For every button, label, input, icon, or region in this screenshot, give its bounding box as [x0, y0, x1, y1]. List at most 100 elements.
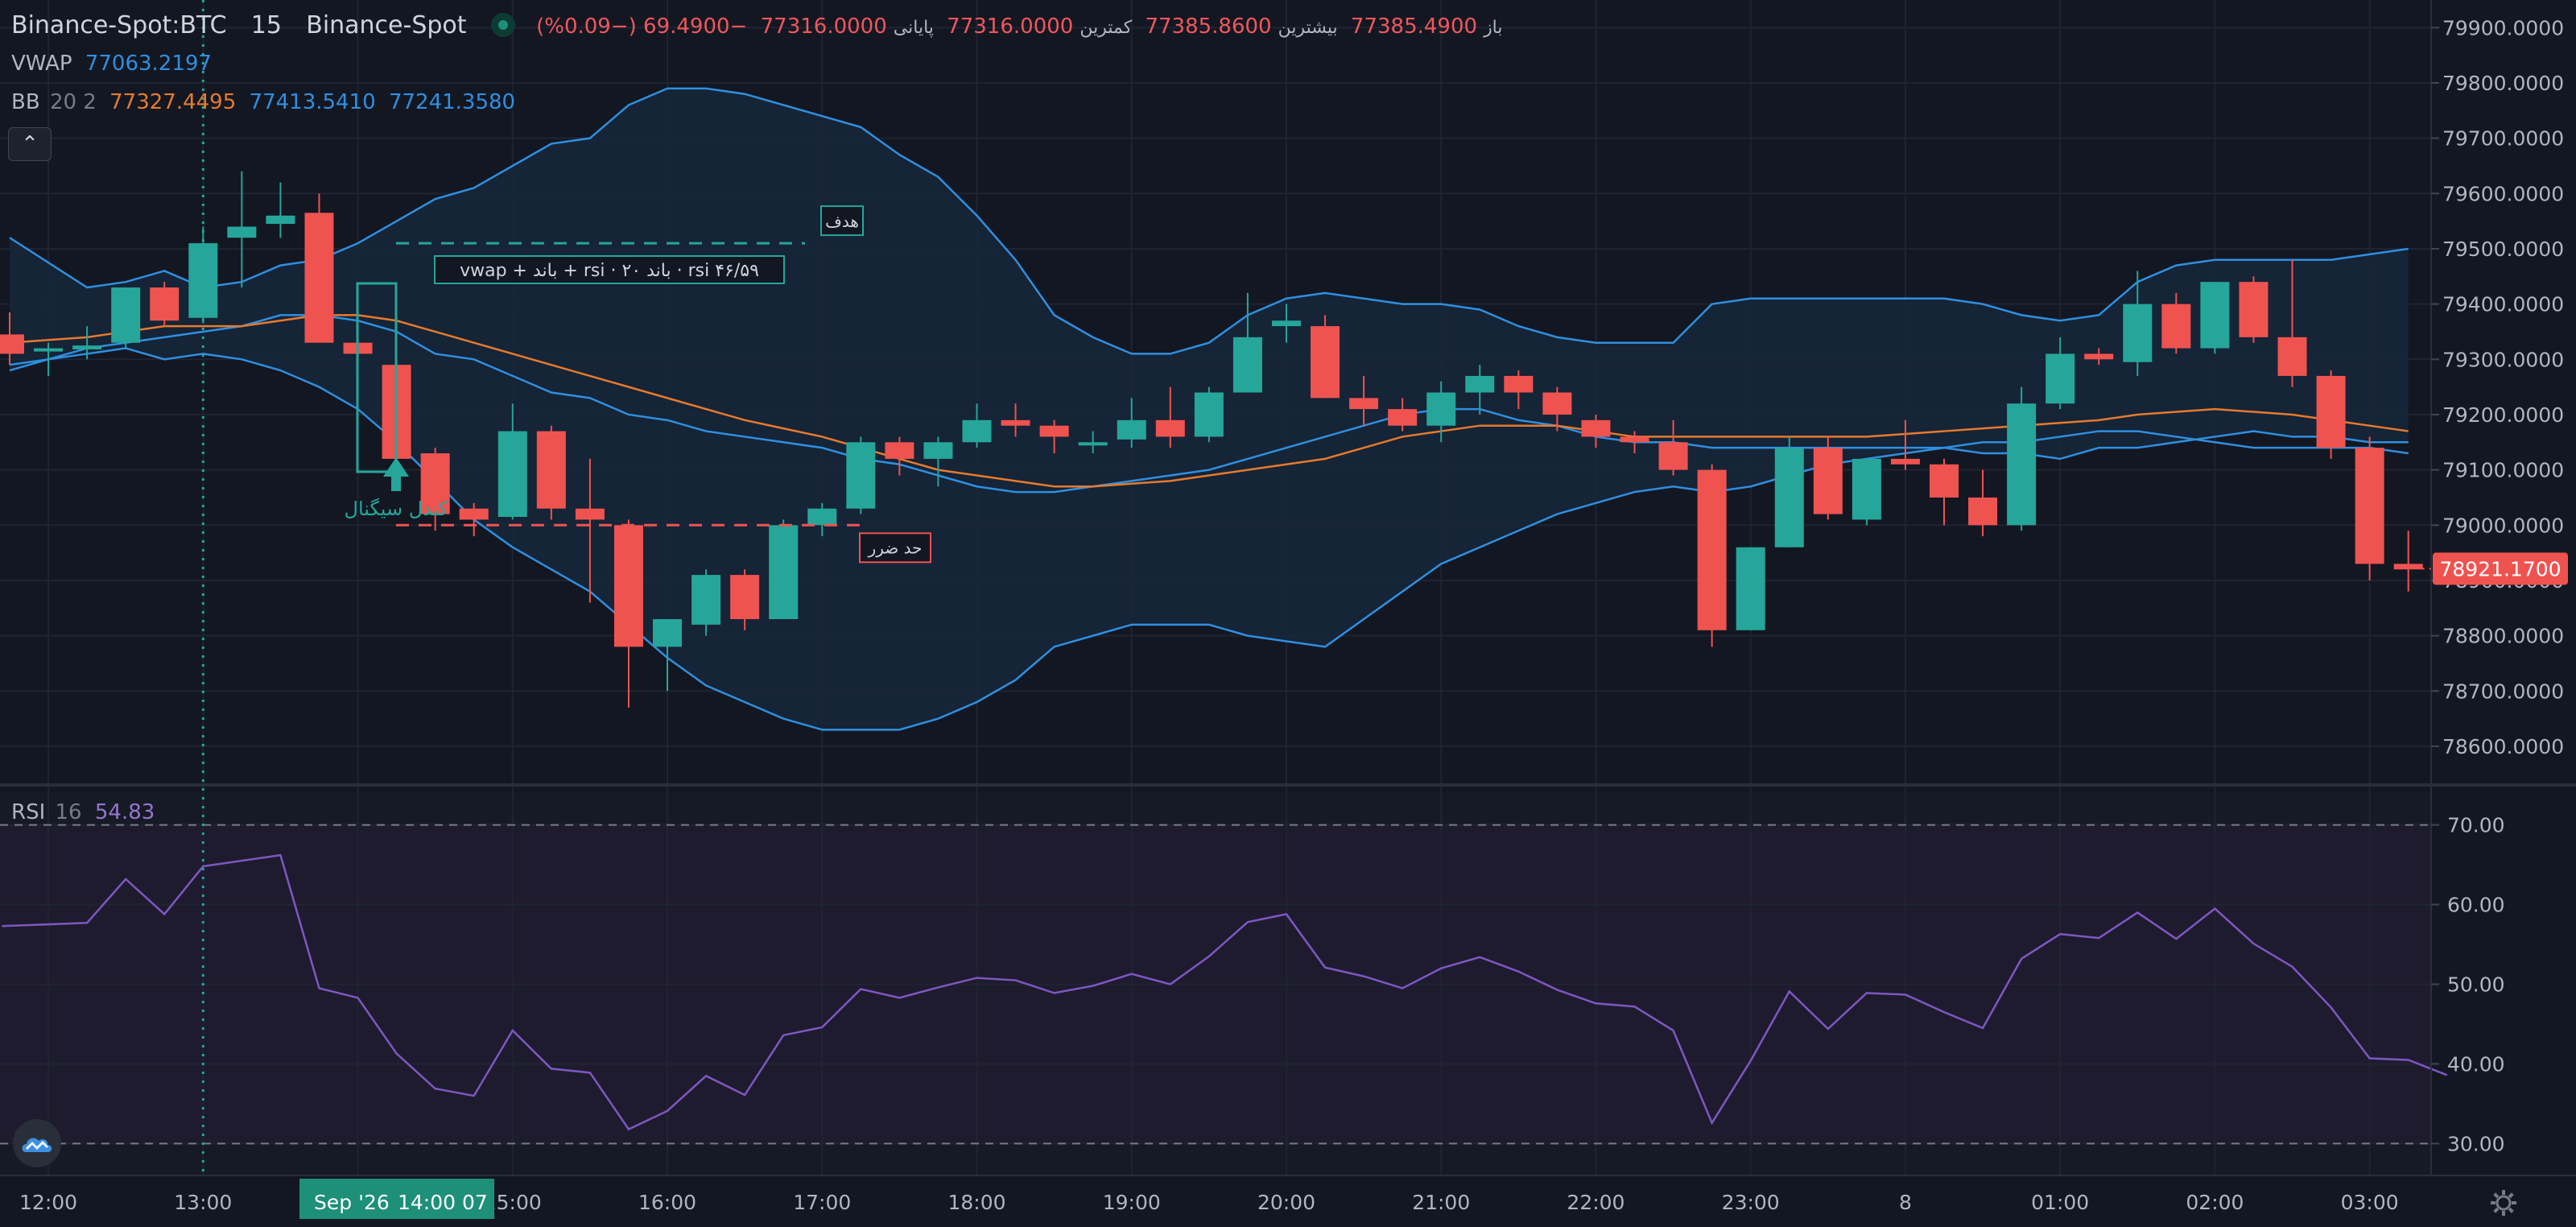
candle-body[interactable]: [1504, 375, 1534, 393]
candle-body[interactable]: [304, 213, 334, 343]
candle-body[interactable]: [923, 442, 953, 459]
time-tick-label: 21:00: [1412, 1191, 1470, 1214]
candle-body[interactable]: [536, 431, 566, 509]
candle-body[interactable]: [227, 226, 257, 238]
collapse-legend-button[interactable]: ⌃: [8, 127, 52, 161]
crosshair-date-label: Sep '26: [314, 1191, 390, 1214]
candle-body[interactable]: [1736, 547, 1765, 630]
candle-body[interactable]: [730, 575, 760, 620]
candle-body[interactable]: [1039, 425, 1069, 437]
interval-label[interactable]: 15: [250, 11, 282, 39]
candle-body[interactable]: [150, 287, 180, 321]
time-tick-label: 03:00: [2341, 1191, 2399, 1214]
price-tick-label: 79600.0000: [2442, 182, 2564, 205]
candle-body[interactable]: [962, 419, 992, 443]
stop-label: حد ضرر: [868, 538, 923, 557]
candle-body[interactable]: [1774, 448, 1804, 547]
rsi-legend[interactable]: RSI 16 54.83: [11, 800, 161, 824]
candle-body[interactable]: [1078, 442, 1108, 446]
candle-body[interactable]: [420, 453, 450, 514]
time-tick-label: 18:00: [947, 1191, 1005, 1214]
candle-body[interactable]: [807, 508, 837, 526]
last-price-badge[interactable]: [2433, 552, 2568, 585]
candle-body[interactable]: [72, 345, 102, 349]
candle-body[interactable]: [2046, 353, 2075, 404]
candle-body[interactable]: [1658, 442, 1688, 470]
time-tick-label: 8: [1899, 1191, 1912, 1214]
target-label-box[interactable]: [820, 205, 864, 237]
bollinger-upper-line: [9, 87, 2409, 355]
candle-body[interactable]: [2316, 375, 2346, 448]
candle-body[interactable]: [1349, 398, 1379, 410]
candle-body[interactable]: [1620, 436, 1649, 443]
candle-body[interactable]: [1194, 392, 1224, 437]
vwap-legend[interactable]: VWAP 77063.2197: [11, 52, 218, 76]
candle-body[interactable]: [885, 442, 914, 459]
candle-body[interactable]: [1388, 409, 1418, 426]
candle-body[interactable]: [1930, 464, 1959, 498]
candle-body[interactable]: [1542, 392, 1572, 415]
condition-label-box[interactable]: [434, 255, 785, 284]
candle-body[interactable]: [266, 215, 295, 225]
exchange-label: Binance-Spot: [306, 11, 467, 39]
candle-body[interactable]: [1465, 375, 1495, 393]
candle-body[interactable]: [1001, 419, 1030, 426]
candle-body[interactable]: [1813, 448, 1843, 514]
candle-body[interactable]: [0, 334, 24, 354]
bb-legend[interactable]: BB 20 2 77327.4495 77413.5410 77241.3580: [11, 90, 522, 114]
candle-body[interactable]: [1311, 326, 1340, 399]
candle-body[interactable]: [613, 525, 643, 647]
rsi-line: [2, 853, 2448, 1131]
vwap-label: VWAP: [11, 52, 72, 76]
candle-body[interactable]: [1581, 419, 1611, 437]
candle-body[interactable]: [1890, 458, 1920, 465]
candle-body[interactable]: [575, 508, 605, 520]
price-tick-label: 79000.0000: [2442, 514, 2564, 537]
candle-body[interactable]: [769, 525, 799, 620]
crosshair-time-badge[interactable]: [299, 1179, 494, 1219]
candle-body[interactable]: [1271, 320, 1301, 327]
candle-body[interactable]: [1117, 419, 1146, 440]
bb-upper-value: 77413.5410: [249, 90, 376, 114]
candle-body[interactable]: [691, 575, 721, 625]
candle-body[interactable]: [2393, 564, 2423, 570]
candle-body[interactable]: [1426, 392, 1456, 426]
candle-body[interactable]: [1968, 497, 1998, 526]
candle-body[interactable]: [2200, 282, 2230, 349]
candle-body[interactable]: [1232, 337, 1262, 393]
candle-body[interactable]: [188, 243, 218, 318]
rsi-tick-label: 50.00: [2447, 973, 2505, 997]
candle-body[interactable]: [111, 287, 141, 343]
price-tick-label: 79400.0000: [2442, 293, 2564, 316]
time-tick-label: 20:00: [1257, 1191, 1315, 1214]
signal-candle-highlight[interactable]: [356, 282, 398, 473]
price-tick-label: 79500.0000: [2442, 238, 2564, 261]
candle-body[interactable]: [497, 431, 527, 517]
time-tick-label: 17:00: [793, 1191, 851, 1214]
candle-body[interactable]: [2277, 337, 2307, 376]
time-tick-label: 01:00: [2031, 1191, 2089, 1214]
candle-body[interactable]: [1155, 419, 1185, 437]
price-tick-label: 78600.0000: [2442, 735, 2564, 758]
low-label: کمترین: [1080, 18, 1133, 38]
symbol-name[interactable]: Binance-Spot:BTC: [11, 11, 227, 39]
candle-body[interactable]: [846, 442, 876, 509]
candle-body[interactable]: [34, 348, 64, 352]
candle-body[interactable]: [2161, 304, 2191, 349]
candle-body[interactable]: [1852, 458, 1881, 520]
cloud-logo-icon[interactable]: [13, 1119, 61, 1167]
price-tick-label: 78700.0000: [2442, 680, 2564, 703]
candle-body[interactable]: [2239, 282, 2268, 337]
candle-body[interactable]: [2355, 448, 2384, 564]
candle-body[interactable]: [1697, 469, 1727, 630]
gear-icon[interactable]: [2487, 1187, 2520, 1219]
candle-body[interactable]: [2123, 304, 2153, 362]
candle-body[interactable]: [653, 619, 683, 647]
candle-body[interactable]: [2084, 353, 2114, 360]
candle-body[interactable]: [2007, 403, 2037, 526]
stop-label-box[interactable]: [859, 532, 931, 564]
change-value: −69.4900 (−0.09%): [536, 14, 748, 39]
candle-body[interactable]: [459, 508, 489, 520]
